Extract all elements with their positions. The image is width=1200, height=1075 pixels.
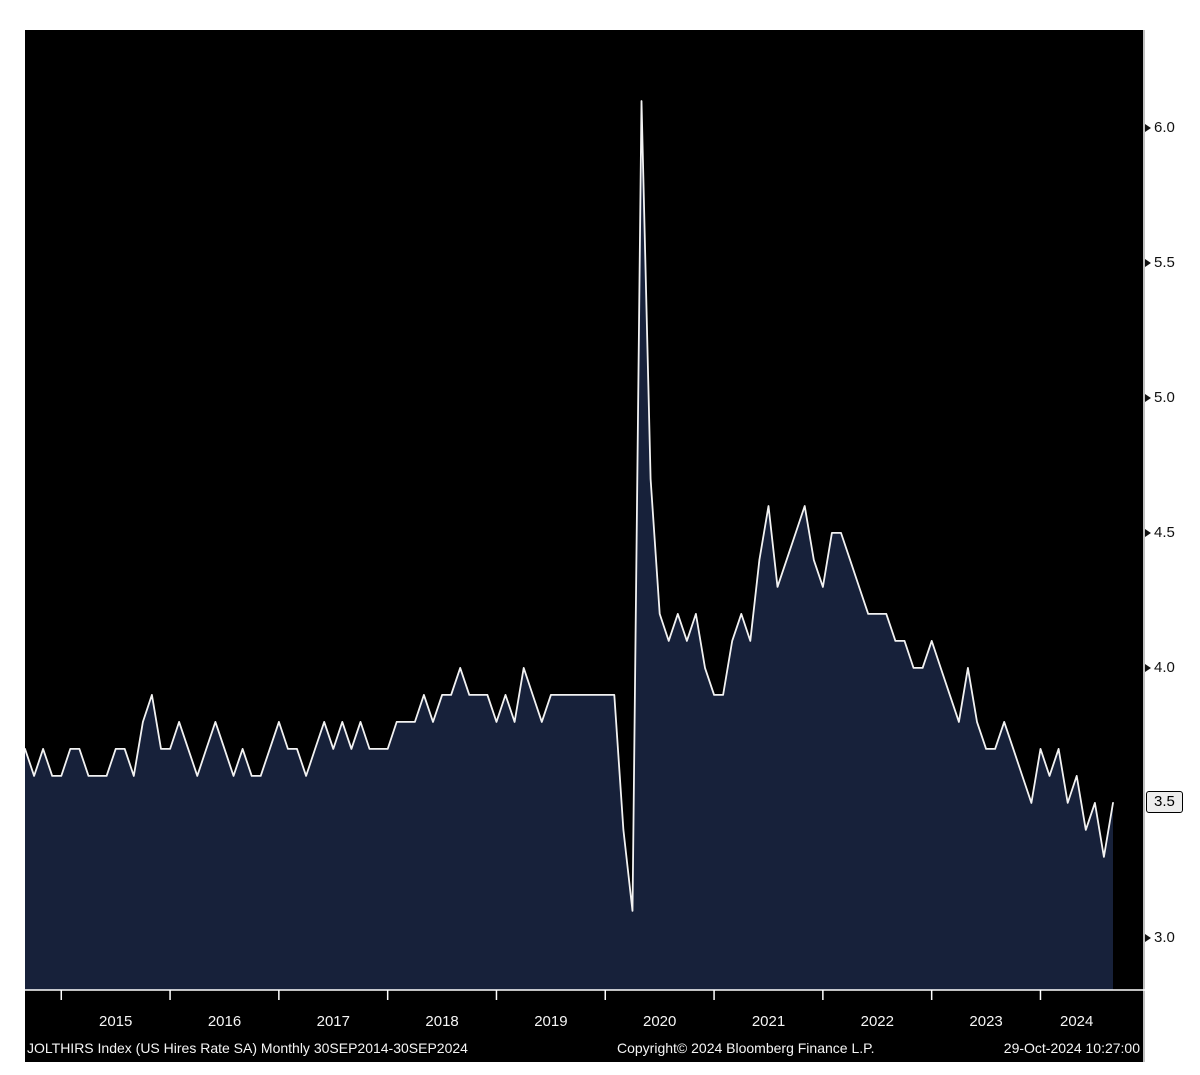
tick-arrow-icon [1145, 123, 1151, 132]
year-label: 2016 [208, 1013, 241, 1030]
year-label: 2023 [969, 1013, 1002, 1030]
tick-arrow-icon [1145, 528, 1151, 537]
price-line [25, 100, 1114, 912]
year-label: 2017 [317, 1013, 350, 1030]
tick-arrow-icon [1145, 663, 1151, 672]
timestamp: 29-Oct-2024 10:27:00 [1003, 1040, 1140, 1056]
year-label: 2018 [425, 1013, 458, 1030]
year-label: 2020 [643, 1013, 676, 1030]
last-price-label: 3.5 [1146, 790, 1183, 813]
chart-footer: JOLTHIRS Index (US Hires Rate SA) Monthl… [25, 1040, 1145, 1058]
y-tick-value: 5.5 [1154, 254, 1175, 272]
year-label: 2015 [99, 1013, 132, 1030]
year-label: 2019 [534, 1013, 567, 1030]
copyright-notice: Copyright© 2024 Bloomberg Finance L.P. [617, 1040, 875, 1056]
chart-panel: 2015 2016 2017 2018 2019 2020 2021 2022 2023 2024… [25, 30, 1145, 1062]
y-tick-label: 6.0 [1145, 118, 1175, 138]
y-tick-value: 4.5 [1154, 524, 1175, 542]
y-tick-value: 4.0 [1154, 659, 1175, 677]
y-tick-value: 3.0 [1154, 929, 1175, 947]
ticker-description: JOLTHIRS Index (US Hires Rate SA) Monthl… [27, 1040, 468, 1056]
y-tick-label: 3.0 [1145, 928, 1175, 948]
tick-arrow-icon [1145, 933, 1151, 942]
y-tick-label: 5.0 [1145, 388, 1175, 408]
y-axis: 3.0 4.0 4.5 5.0 5.5 6.0 3.5 [1145, 30, 1200, 1062]
year-label: 2022 [861, 1013, 894, 1030]
hires-rate-area-chart: 2015 2016 2017 2018 2019 2020 2021 2022 2023 2024 [25, 30, 1145, 1062]
area-fill [25, 101, 1113, 990]
y-tick-value: 5.0 [1154, 389, 1175, 407]
year-label: 2024 [1060, 1013, 1093, 1030]
y-tick-value: 6.0 [1154, 119, 1175, 137]
year-label: 2021 [752, 1013, 785, 1030]
tick-arrow-icon [1145, 393, 1151, 402]
y-tick-label: 5.5 [1145, 253, 1175, 273]
y-tick-label: 4.0 [1145, 658, 1175, 678]
y-tick-label: 4.5 [1145, 523, 1175, 543]
tick-arrow-icon [1145, 258, 1151, 267]
